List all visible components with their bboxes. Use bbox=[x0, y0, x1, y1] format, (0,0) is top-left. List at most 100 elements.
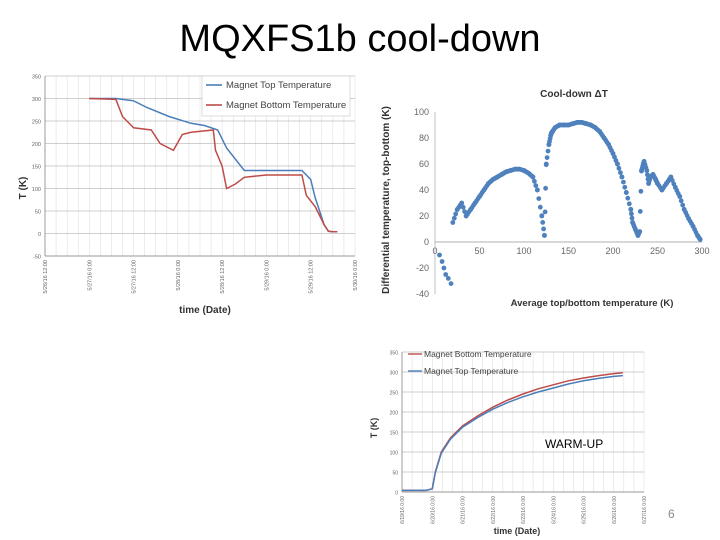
chart-title: Cool-down ΔT bbox=[540, 89, 608, 100]
x-tick-label: 6/25/16 0:00 bbox=[582, 496, 588, 524]
y-tick-label: 250 bbox=[390, 391, 399, 397]
data-point bbox=[628, 207, 634, 212]
x-tick-label: 0 bbox=[432, 246, 437, 256]
data-point-interpolated bbox=[544, 155, 550, 160]
data-point bbox=[543, 161, 549, 167]
y-tick-label: 200 bbox=[32, 142, 41, 148]
data-point-interpolated bbox=[543, 185, 548, 191]
data-point-interpolated bbox=[533, 183, 539, 188]
y-tick-label: 350 bbox=[390, 351, 399, 357]
x-axis-label: time (Date) bbox=[179, 305, 231, 316]
data-point bbox=[677, 194, 683, 199]
data-point-interpolated bbox=[532, 178, 537, 184]
x-tick-label: 5/27/16 12:00 bbox=[132, 260, 138, 294]
y-tick-label: 150 bbox=[390, 431, 399, 437]
x-tick-label: 5/26/16 12:00 bbox=[43, 260, 49, 294]
data-point-interpolated bbox=[626, 201, 632, 207]
data-point bbox=[619, 174, 625, 180]
x-axis-label: Average top/bottom temperature (K) bbox=[511, 298, 674, 309]
y-axis-label: T (K) bbox=[369, 418, 379, 439]
data-point bbox=[530, 174, 536, 180]
x-tick-label: 6/20/16 0:00 bbox=[430, 496, 436, 524]
axes bbox=[434, 112, 702, 294]
data-point bbox=[697, 237, 703, 242]
legend-entry-bottom: Magnet Bottom Temperature bbox=[226, 100, 346, 111]
data-point bbox=[439, 259, 445, 264]
x-tick-label: 300 bbox=[694, 246, 709, 256]
legend-entry-top: Magnet Top Temperature bbox=[424, 366, 518, 376]
data-point-interpolated bbox=[637, 209, 643, 214]
data-point-interpolated bbox=[545, 148, 551, 154]
data-point-interpolated bbox=[680, 202, 686, 208]
y-tick-label: 300 bbox=[32, 97, 41, 103]
x-tick-label: 6/19/16 0:00 bbox=[400, 496, 406, 524]
y-tick-label: -40 bbox=[416, 289, 429, 299]
data-point-interpolated bbox=[537, 204, 543, 210]
data-point bbox=[450, 220, 456, 225]
legend-box bbox=[201, 75, 351, 117]
y-tick-label: 300 bbox=[390, 371, 399, 377]
legend-entry-top: Magnet Top Temperature bbox=[226, 80, 331, 91]
y-tick-labels: -40 -20 0 20 40 60 80 100 bbox=[414, 107, 429, 299]
y-tick-label: 50 bbox=[35, 210, 41, 216]
y-tick-label: 0 bbox=[38, 232, 41, 238]
x-tick-label: 5/28/16 12:00 bbox=[220, 260, 226, 294]
data-point-interpolated bbox=[621, 179, 626, 185]
y-tick-label: 0 bbox=[424, 237, 429, 247]
x-tick-labels: 0 50 100 150 200 250 300 bbox=[432, 246, 709, 256]
y-tick-label: 100 bbox=[414, 107, 429, 117]
page-number: 6 bbox=[668, 507, 675, 521]
warmup-temperature-chart: 350 300 250 200 150 100 50 0 6/19/16 0:00 6/20/1… bbox=[362, 340, 652, 540]
y-tick-labels: 350 300 250 200 150 100 50 0 -50 bbox=[32, 75, 41, 261]
data-point bbox=[445, 276, 451, 281]
y-tick-label: 100 bbox=[390, 451, 399, 457]
y-tick-label: 250 bbox=[32, 120, 41, 126]
series-group bbox=[402, 372, 623, 492]
data-point bbox=[448, 281, 454, 286]
x-tick-label: 6/21/16 0:00 bbox=[461, 496, 467, 524]
grid bbox=[44, 75, 356, 257]
data-point bbox=[539, 213, 545, 219]
data-point bbox=[623, 190, 629, 195]
y-tick-labels: 350 300 250 200 150 100 50 0 bbox=[390, 351, 399, 497]
data-point bbox=[437, 252, 442, 258]
y-tick-label: 200 bbox=[390, 411, 399, 417]
x-tick-label: 6/23/16 0:00 bbox=[521, 496, 527, 524]
y-tick-label: -50 bbox=[33, 255, 41, 261]
y-tick-label: -20 bbox=[416, 263, 429, 273]
x-tick-label: 150 bbox=[561, 246, 576, 256]
y-axis-label: T (K) bbox=[18, 177, 29, 200]
x-tick-label: 100 bbox=[516, 246, 531, 256]
grid bbox=[401, 351, 645, 493]
x-tick-labels: 5/26/16 12:00 5/27/16 0:00 5/27/16 12:00 5/… bbox=[43, 260, 359, 294]
x-tick-label: 5/27/16 0:00 bbox=[87, 260, 93, 291]
x-tick-label: 6/24/16 0:00 bbox=[551, 496, 557, 524]
data-point-interpolated bbox=[678, 198, 684, 204]
x-tick-label: 5/30/16 0:00 bbox=[353, 260, 359, 291]
y-tick-label: 80 bbox=[419, 133, 429, 143]
data-point-interpolated bbox=[451, 215, 457, 221]
x-tick-label: 6/26/16 0:00 bbox=[612, 496, 618, 524]
y-tick-label: 0 bbox=[395, 491, 398, 497]
points-group bbox=[437, 120, 703, 286]
data-point-interpolated bbox=[536, 196, 542, 201]
data-point-interpolated bbox=[453, 211, 459, 217]
y-tick-label: 60 bbox=[419, 159, 429, 169]
warm-up-annotation: WARM-UP bbox=[545, 437, 603, 451]
x-tick-label: 250 bbox=[650, 246, 665, 256]
data-point-interpolated bbox=[622, 184, 628, 190]
cooldown-delta-t-chart: Cool-down ΔT -40 -20 0 20 40 60 80 100 0 50 100 15… bbox=[372, 72, 718, 320]
data-point bbox=[637, 229, 643, 235]
data-point-interpolated bbox=[540, 220, 546, 225]
data-point-interpolated bbox=[629, 211, 634, 217]
slide-title: MQXFS1b cool-down bbox=[179, 18, 541, 60]
data-point-interpolated bbox=[618, 170, 623, 175]
y-tick-label: 20 bbox=[419, 211, 429, 221]
data-point bbox=[441, 265, 447, 271]
data-point bbox=[459, 200, 465, 206]
data-point bbox=[644, 168, 650, 173]
data-point-interpolated bbox=[638, 188, 644, 194]
y-tick-label: 150 bbox=[32, 165, 41, 171]
